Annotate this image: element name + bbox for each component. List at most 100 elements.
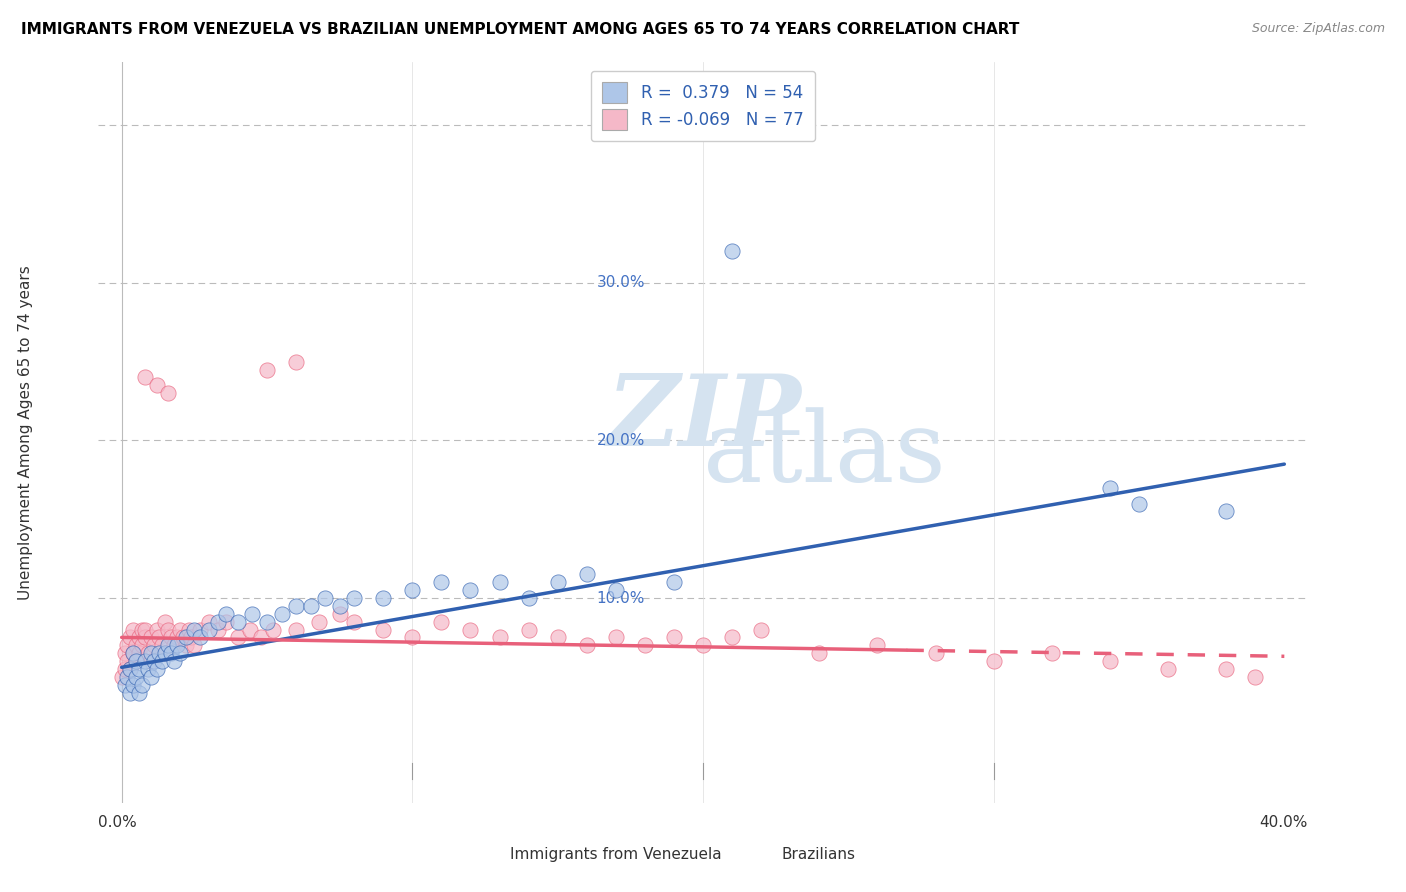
Point <box>122 646 145 660</box>
Point <box>134 631 156 645</box>
FancyBboxPatch shape <box>467 844 503 866</box>
Point <box>721 244 744 259</box>
Point <box>605 631 627 645</box>
Point <box>120 685 142 699</box>
Point <box>1157 662 1180 676</box>
Point <box>517 623 540 637</box>
Point <box>662 631 685 645</box>
Point <box>142 654 165 668</box>
Point <box>721 631 744 645</box>
Point <box>239 623 262 637</box>
Point <box>177 623 200 637</box>
Point <box>150 638 173 652</box>
Point <box>160 631 183 645</box>
Point <box>188 623 211 637</box>
FancyBboxPatch shape <box>740 844 776 866</box>
Text: 0.0%: 0.0% <box>98 815 138 830</box>
Point <box>125 654 148 668</box>
Point <box>117 654 139 668</box>
Point <box>183 638 205 652</box>
Point <box>117 670 139 684</box>
Point <box>145 623 167 637</box>
Point <box>122 646 145 660</box>
Point <box>373 591 395 605</box>
Point <box>139 670 162 684</box>
Point <box>142 638 165 652</box>
Point <box>128 662 150 676</box>
Point <box>256 615 278 629</box>
Point <box>460 583 482 598</box>
Point <box>136 662 159 676</box>
Point <box>1215 662 1237 676</box>
Point <box>145 378 167 392</box>
Point <box>125 670 148 684</box>
Point <box>749 623 772 637</box>
Legend: R =  0.379   N = 54, R = -0.069   N = 77: R = 0.379 N = 54, R = -0.069 N = 77 <box>591 70 815 142</box>
Point <box>125 638 148 652</box>
Point <box>1128 496 1150 510</box>
Point <box>285 355 308 369</box>
Point <box>125 654 148 668</box>
Point <box>148 631 170 645</box>
Point <box>430 615 453 629</box>
Point <box>157 386 180 401</box>
Point <box>1098 654 1121 668</box>
Text: 40.0%: 40.0% <box>596 118 645 133</box>
Point <box>134 623 156 637</box>
Point <box>575 567 598 582</box>
Point <box>329 599 352 613</box>
Point <box>163 654 186 668</box>
Point <box>183 623 205 637</box>
Point <box>134 654 156 668</box>
Point <box>120 662 142 676</box>
Point <box>215 615 238 629</box>
Point <box>226 631 249 645</box>
Text: 20.0%: 20.0% <box>596 433 645 448</box>
Point <box>120 631 142 645</box>
Text: Brazilians: Brazilians <box>782 847 856 863</box>
Point <box>114 678 136 692</box>
Point <box>256 362 278 376</box>
Point <box>122 678 145 692</box>
Point <box>285 599 308 613</box>
Point <box>128 685 150 699</box>
Point <box>226 615 249 629</box>
Text: Unemployment Among Ages 65 to 74 years: Unemployment Among Ages 65 to 74 years <box>18 265 34 600</box>
Point <box>285 623 308 637</box>
Point <box>401 583 423 598</box>
Point <box>343 591 366 605</box>
Point <box>150 654 173 668</box>
Text: Source: ZipAtlas.com: Source: ZipAtlas.com <box>1251 22 1385 36</box>
Point <box>111 670 134 684</box>
Text: 10.0%: 10.0% <box>596 591 645 606</box>
Point <box>122 623 145 637</box>
Point <box>117 638 139 652</box>
Point <box>575 638 598 652</box>
Point <box>262 623 284 637</box>
Point <box>136 646 159 660</box>
Point <box>114 646 136 660</box>
Point <box>343 615 366 629</box>
Point <box>250 631 273 645</box>
Point <box>662 575 685 590</box>
Point <box>157 638 180 652</box>
Point <box>131 623 153 637</box>
Point <box>198 615 221 629</box>
Point <box>114 662 136 676</box>
Point <box>174 631 197 645</box>
Point <box>134 370 156 384</box>
Point <box>155 646 177 660</box>
Point <box>517 591 540 605</box>
Point <box>373 623 395 637</box>
Point <box>157 623 180 637</box>
Point <box>207 615 229 629</box>
Point <box>547 575 569 590</box>
Point <box>166 631 188 645</box>
Point <box>314 591 336 605</box>
Point <box>172 631 194 645</box>
Point <box>605 583 627 598</box>
Text: Immigrants from Venezuela: Immigrants from Venezuela <box>509 847 721 863</box>
Point <box>155 646 177 660</box>
Point <box>924 646 946 660</box>
Point <box>145 662 167 676</box>
